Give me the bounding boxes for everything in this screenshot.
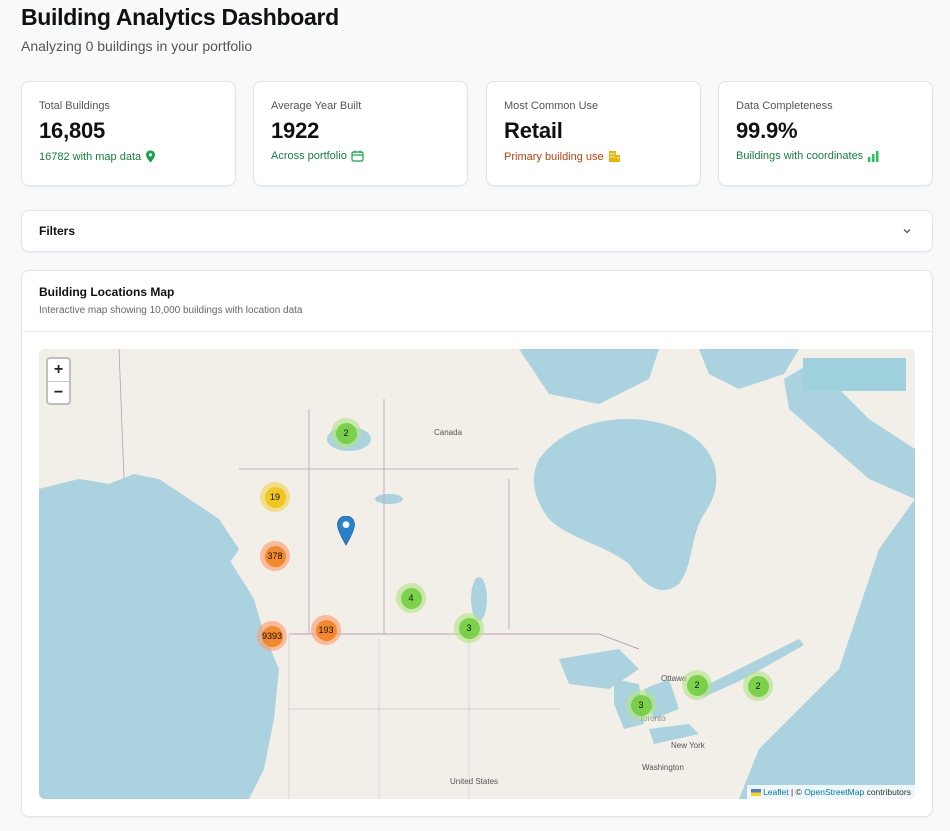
filters-label: Filters (39, 224, 76, 238)
map-cluster[interactable]: 9393 (257, 621, 287, 651)
map-cluster[interactable]: 2 (331, 418, 361, 448)
map-cluster[interactable]: 19 (260, 482, 290, 512)
place-label: New York (671, 741, 705, 750)
filters-panel[interactable]: Filters (21, 210, 933, 252)
page-subtitle: Analyzing 0 buildings in your portfolio (21, 38, 253, 54)
stat-note-text: 16782 with map data (39, 150, 142, 163)
cluster-count: 2 (335, 422, 357, 444)
map-pin-icon (146, 150, 156, 163)
stat-note: Primary building use (504, 150, 683, 163)
place-label: Washington (642, 763, 684, 772)
map-cluster[interactable]: 193 (311, 615, 341, 645)
cluster-count: 4 (400, 587, 422, 609)
stat-note-text: Buildings with coordinates (736, 150, 864, 162)
stat-value: 1922 (271, 118, 320, 143)
map-tiles[interactable] (39, 349, 915, 799)
stat-label: Data Completeness (736, 100, 833, 112)
map-overlay-box (803, 358, 906, 391)
stat-note-text: Primary building use (504, 150, 604, 163)
cluster-count: 2 (686, 674, 708, 696)
building-icon (608, 151, 620, 162)
zoom-control: + − (46, 357, 71, 405)
map-marker-icon[interactable] (337, 516, 355, 546)
map-cluster[interactable]: 2 (682, 670, 712, 700)
map-attribution: Leaflet | © OpenStreetMap contributors (746, 785, 915, 799)
map-cluster[interactable]: 3 (454, 613, 484, 643)
map-cluster[interactable]: 3 (626, 690, 656, 720)
zoom-out-button[interactable]: − (48, 381, 69, 403)
cluster-count: 378 (264, 545, 286, 567)
stat-value: Retail (504, 118, 563, 143)
map-cluster[interactable]: 4 (396, 583, 426, 613)
stat-note: Across portfolio (271, 150, 450, 162)
cluster-count: 3 (458, 617, 480, 639)
chevron-down-icon[interactable] (901, 225, 913, 237)
cluster-count: 2 (747, 675, 769, 697)
cluster-count: 3 (630, 694, 652, 716)
map-cluster[interactable]: 2 (743, 671, 773, 701)
cluster-count: 19 (264, 486, 286, 508)
place-label: Toronto (639, 714, 666, 723)
map-subtitle: Interactive map showing 10,000 buildings… (39, 305, 303, 316)
stat-value: 99.9% (736, 118, 798, 143)
cluster-count: 9393 (261, 625, 283, 647)
cluster-count: 193 (315, 619, 337, 641)
divider (22, 331, 932, 332)
stat-card-average-year: Average Year Built 1922 Across portfolio (253, 81, 468, 186)
stat-note: Buildings with coordinates (736, 150, 915, 162)
stat-card-total-buildings: Total Buildings 16,805 16782 with map da… (21, 81, 236, 186)
map-title: Building Locations Map (39, 285, 175, 299)
stat-note: 16782 with map data (39, 150, 218, 163)
leaflet-link[interactable]: Leaflet (763, 787, 789, 797)
bar-chart-icon (868, 151, 879, 162)
calendar-icon (351, 150, 364, 162)
stat-label: Most Common Use (504, 100, 599, 112)
map-cluster[interactable]: 378 (260, 541, 290, 571)
stat-card-data-completeness: Data Completeness 99.9% Buildings with c… (718, 81, 933, 186)
building-map[interactable]: + − Canada Ottawa Toronto New York Washi… (39, 349, 915, 799)
stat-value: 16,805 (39, 118, 106, 143)
stat-note-text: Across portfolio (271, 150, 347, 162)
place-label: Ottawa (661, 674, 687, 683)
osm-link[interactable]: OpenStreetMap (804, 787, 865, 797)
stat-card-common-use: Most Common Use Retail Primary building … (486, 81, 701, 186)
zoom-in-button[interactable]: + (53, 361, 64, 378)
ukraine-flag-icon (750, 789, 761, 796)
attribution-separator: | © (790, 787, 802, 797)
page-title: Building Analytics Dashboard (21, 4, 339, 30)
stat-label: Total Buildings (39, 100, 110, 112)
place-label: Canada (434, 428, 463, 437)
place-label: United States (450, 777, 499, 786)
attribution-contributors: contributors (866, 787, 911, 797)
stat-label: Average Year Built (271, 100, 362, 112)
